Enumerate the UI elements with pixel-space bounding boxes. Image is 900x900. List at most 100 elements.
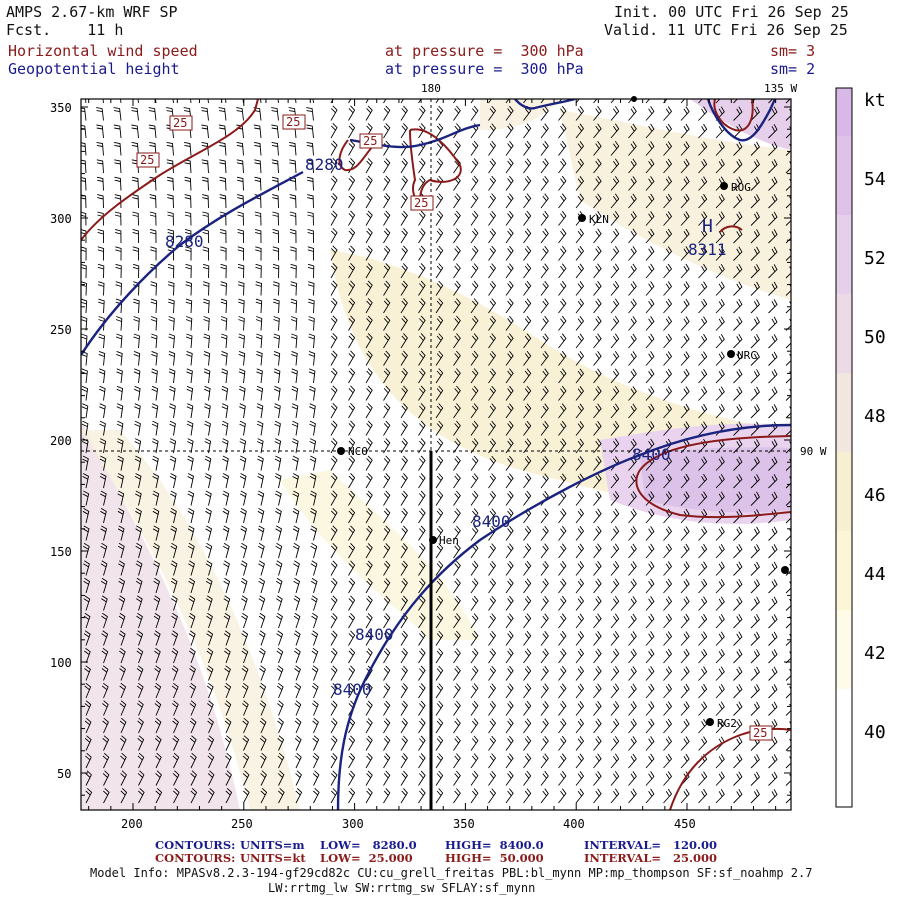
wind-barb — [540, 403, 549, 419]
wind-barb — [575, 438, 585, 454]
wind-barb — [698, 596, 708, 611]
wind-barb — [84, 735, 92, 751]
wind-contour-labels: 25 25 25 25 25 25 — [136, 114, 773, 741]
wind-barb — [149, 141, 157, 156]
field1-smoothing: sm= 3 — [770, 42, 816, 60]
wind-barb — [418, 683, 426, 699]
wind-barb — [645, 351, 655, 366]
wind-barb — [505, 700, 514, 716]
wind-barb — [785, 703, 791, 716]
wind-barb — [750, 631, 760, 646]
wind-barb — [238, 316, 245, 331]
wind-barb — [645, 99, 651, 104]
wind-barb — [453, 455, 461, 471]
wind-barb — [750, 771, 760, 786]
wind-barb — [220, 333, 228, 349]
wind-barb — [470, 700, 479, 716]
wind-barb — [715, 333, 725, 349]
wind-barb — [505, 263, 514, 279]
wind-barb — [418, 753, 426, 769]
wind-barb — [733, 473, 743, 489]
wind-barb — [785, 178, 791, 191]
axis-tick-labels: 200 250 300 350 400 450 350 300 250 200 … — [50, 82, 827, 831]
wind-barb — [715, 316, 725, 331]
wind-barb — [206, 612, 213, 629]
wind-barb — [152, 473, 160, 489]
wind-barb — [768, 369, 778, 384]
wind-barb — [330, 490, 338, 506]
wind-barb — [365, 735, 373, 751]
wind-barb — [418, 368, 426, 384]
wind-barb — [645, 106, 655, 121]
wind-barb — [136, 665, 144, 681]
wind-barb — [663, 158, 673, 174]
wind-barb — [768, 456, 778, 471]
wind-barb — [83, 577, 91, 594]
wind-barb — [733, 386, 743, 401]
wind-barb — [575, 193, 585, 209]
wind-barb — [348, 595, 356, 611]
wind-barb — [645, 263, 655, 279]
wind-barb — [698, 246, 708, 261]
wind-barb — [698, 298, 708, 314]
wind-barb — [202, 194, 209, 209]
wind-barb — [435, 315, 444, 331]
colorbar-unit: kt — [864, 90, 886, 111]
wind-barb — [505, 368, 514, 384]
wind-speed-shading — [81, 99, 791, 810]
wind-barb — [224, 682, 232, 699]
wind-barb — [365, 403, 373, 419]
wind-barb — [750, 596, 760, 611]
wind-barb — [172, 717, 179, 734]
model-info: Model Info: MPASv8.2.3-194-gf29cd82c CU:… — [90, 866, 813, 880]
wind-barb — [628, 298, 637, 314]
wind-barb — [348, 210, 356, 226]
wind-barb — [330, 105, 338, 121]
wind-barb — [540, 770, 549, 786]
wind-barb — [680, 421, 690, 436]
wind-barb — [540, 210, 549, 226]
wind-barb — [400, 175, 408, 191]
wind-barb — [750, 701, 760, 716]
wind-barb — [785, 546, 791, 559]
wind-barb — [153, 595, 161, 611]
wind-barb — [307, 228, 314, 244]
footer-wind-interval: INTERVAL= 25.000 — [584, 851, 718, 865]
wind-barb — [365, 245, 373, 261]
wind-barb — [715, 246, 725, 261]
wind-barb — [610, 281, 620, 296]
wind-barb — [201, 176, 209, 191]
wind-barb — [275, 560, 283, 576]
wind-barb — [785, 353, 791, 366]
wind-barb — [488, 770, 497, 786]
field2-level: at pressure = 300 hPa — [385, 60, 584, 78]
wind-barb — [310, 508, 317, 524]
wind-barb — [102, 770, 110, 786]
wind-barb — [488, 350, 497, 366]
wind-barb — [453, 368, 461, 384]
wind-barb — [593, 99, 598, 104]
wind-barb — [540, 560, 549, 576]
wind-barb — [330, 595, 338, 611]
wind-barb — [523, 263, 532, 279]
wind-barb — [310, 542, 318, 559]
y-tick-label: 50 — [57, 767, 71, 781]
wind-barb — [715, 543, 725, 559]
wind-barb — [418, 543, 426, 559]
wind-barb — [663, 456, 673, 471]
wind-barb — [383, 403, 391, 419]
wind-barb — [240, 560, 248, 576]
wind-barb — [306, 176, 314, 191]
wind-barb — [365, 315, 373, 331]
wind-barb — [715, 99, 721, 104]
wind-barb — [114, 141, 122, 156]
wind-barb — [575, 788, 585, 804]
wind-barb — [120, 770, 127, 786]
wind-barb — [169, 438, 177, 454]
station-marker — [720, 182, 728, 190]
valid-time: Valid. 11 UTC Fri 26 Sep 25 — [604, 21, 848, 39]
wind-barb — [418, 228, 426, 244]
wind-barb — [680, 788, 690, 804]
wind-barb — [365, 718, 373, 734]
wind-barb — [680, 351, 690, 366]
